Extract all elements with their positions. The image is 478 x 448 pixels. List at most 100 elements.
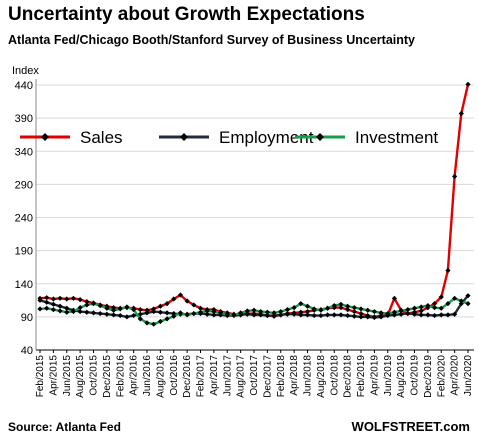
x-tick-label: Oct/2017 [249,355,260,396]
data-point [284,311,291,317]
data-point [445,301,451,307]
data-point [244,308,250,314]
data-point [264,309,270,315]
data-point [77,297,83,303]
data-point [191,310,197,317]
y-tick-label: 340 [15,146,33,158]
data-point [90,310,97,316]
data-point [391,295,398,301]
x-tick-label: Jun/2017 [222,355,233,397]
x-tick-label: Aug/2019 [396,355,407,398]
data-point [465,293,471,299]
data-point [50,296,56,302]
x-tick-label: Apr/2016 [129,355,140,396]
data-point [157,318,163,325]
data-point [64,305,70,311]
x-tick-label: Jun/2020 [463,355,474,397]
brand-logo-text: WOLFSTREET.com [351,419,470,434]
y-tick-label: 190 [15,246,33,258]
y-tick-label: 440 [15,80,33,92]
data-point [338,305,344,311]
data-point [365,314,371,320]
x-tick-label: Dec/2018 [343,355,354,398]
data-point [151,321,157,327]
data-point [124,314,130,320]
chart-subtitle: Atlanta Fed/Chicago Booth/Stanford Surve… [8,33,416,47]
series-line-sales [39,84,470,319]
data-point [371,308,377,315]
y-tick-label: 240 [15,213,33,225]
data-point [284,306,291,313]
data-point [184,298,190,304]
x-tick-label: Aug/2016 [155,355,166,398]
data-point [124,304,130,310]
data-point [117,312,123,319]
data-point [204,311,210,317]
y-tick-label: 40 [21,345,33,357]
data-point [84,302,90,308]
data-point [291,311,297,317]
x-tick-label: Apr/2019 [369,355,380,396]
legend-label: Investment [355,128,438,147]
data-point [131,306,137,313]
data-point [104,305,110,311]
data-point [104,311,110,317]
x-tick-label: Feb/2020 [436,355,447,398]
data-point [385,310,391,317]
x-tick-label: Jun/2019 [383,355,394,397]
data-point [271,312,277,319]
data-point [117,306,123,312]
data-point [338,312,344,318]
data-point [271,310,277,316]
data-point [177,292,184,298]
data-point [44,299,50,305]
y-axis-label: Index [12,65,39,77]
data-point [157,309,163,315]
data-point [318,307,324,313]
data-point [358,310,364,317]
data-point [258,312,264,318]
legend-label: Employment [219,128,314,147]
data-point [50,306,56,313]
data-point [70,308,77,315]
data-point [197,305,204,311]
data-point [324,312,331,318]
data-point [465,81,471,87]
data-point [97,303,103,309]
legend: Sales Employment Investment [20,128,438,147]
x-tick-label: Jun/2016 [142,355,153,397]
source-note: Source: Atlanta Fed [8,420,121,434]
series-lines [37,81,471,327]
x-tick-label: Feb/2018 [276,355,287,398]
data-point [37,306,43,312]
x-tick-label: Apr/2017 [209,355,220,396]
data-point [338,301,344,307]
data-point [244,311,250,317]
data-point [44,295,50,301]
data-point [164,301,170,307]
data-point [37,297,43,303]
data-point [90,301,97,307]
y-tick-label: 90 [21,312,33,324]
x-tick-label: Feb/2015 [35,355,46,398]
x-tick-label: Feb/2016 [115,355,126,398]
data-point [331,303,337,309]
data-point [458,110,464,117]
data-point [144,310,150,316]
data-point [452,295,458,301]
data-point [445,267,451,274]
legend-marker [180,133,188,141]
data-point [171,296,177,302]
data-point [304,303,311,309]
data-point [184,312,190,318]
data-point [238,310,244,316]
data-point [345,312,351,319]
data-point [351,308,357,315]
legend-label: Sales [80,128,123,147]
x-tick-label: Jun/2015 [62,355,73,397]
data-point [358,306,364,312]
legend-item-investment: Investment [295,128,438,147]
data-point [278,308,284,315]
data-point [77,308,83,315]
